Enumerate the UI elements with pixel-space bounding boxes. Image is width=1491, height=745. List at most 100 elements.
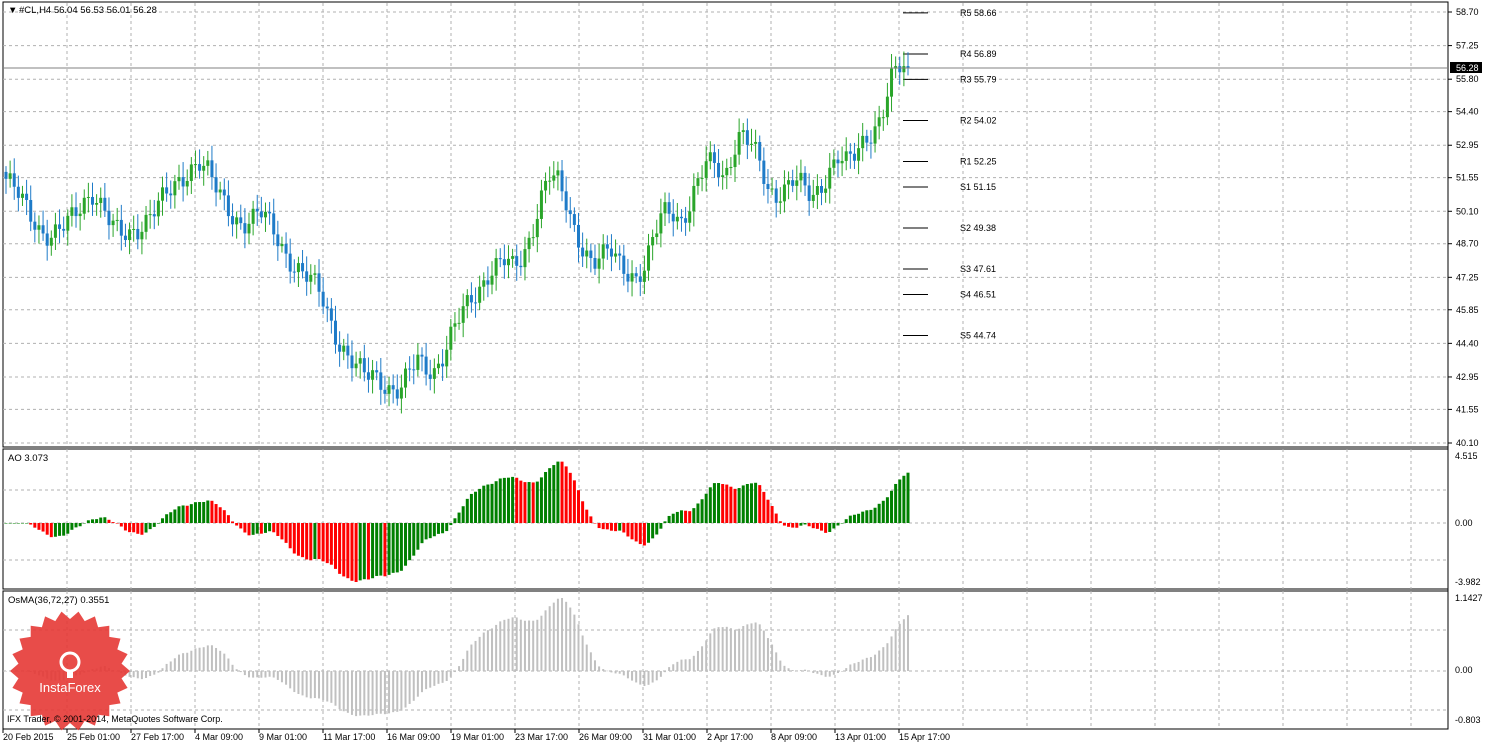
candle-body bbox=[404, 368, 408, 388]
candle-body bbox=[329, 308, 333, 321]
ao-bar bbox=[519, 480, 523, 523]
ao-bar bbox=[416, 523, 420, 550]
osma-bar bbox=[289, 671, 292, 689]
candle-body bbox=[387, 385, 391, 394]
candle-body bbox=[820, 186, 824, 193]
candle-body bbox=[642, 270, 646, 282]
candle-body bbox=[556, 170, 560, 176]
osma-bar bbox=[169, 661, 172, 671]
candle-body bbox=[605, 244, 609, 249]
osma-bar bbox=[874, 654, 877, 671]
ao-bar bbox=[189, 504, 193, 523]
candle-body bbox=[53, 224, 57, 238]
candle-body bbox=[416, 354, 420, 370]
time-tick-label: 16 Mar 09:00 bbox=[387, 732, 440, 742]
osma-bar bbox=[285, 671, 288, 685]
candle-body bbox=[103, 197, 107, 211]
candle-body bbox=[366, 372, 370, 380]
ao-bar bbox=[132, 523, 136, 533]
candle-body bbox=[173, 181, 177, 196]
osma-bar bbox=[350, 671, 353, 715]
osma-bar bbox=[593, 660, 596, 671]
candle-body bbox=[663, 202, 667, 214]
osma-axis-max: 1.1427 bbox=[1455, 593, 1483, 603]
price-tick-label: 54.40 bbox=[1456, 107, 1479, 117]
candle-body bbox=[313, 273, 317, 275]
candle-body bbox=[552, 175, 556, 181]
ao-bar bbox=[490, 483, 494, 523]
ao-bar bbox=[115, 523, 119, 524]
candle-body bbox=[280, 243, 284, 247]
candle-body bbox=[634, 273, 638, 277]
candle-body bbox=[111, 220, 115, 226]
ao-bar bbox=[902, 475, 906, 523]
candle-body bbox=[218, 189, 222, 193]
ao-bar bbox=[37, 523, 41, 530]
osma-title: OsMA(36,72,27) 0.3551 bbox=[8, 595, 109, 606]
ao-bar bbox=[741, 485, 745, 523]
candle-body bbox=[774, 188, 778, 203]
ao-bar bbox=[890, 490, 894, 523]
osma-bar bbox=[173, 658, 176, 671]
time-tick-label: 20 Feb 2015 bbox=[3, 732, 54, 742]
osma-bar bbox=[536, 619, 539, 671]
candle-body bbox=[408, 368, 412, 370]
osma-bar bbox=[828, 671, 831, 677]
ao-bar bbox=[836, 523, 840, 526]
price-tick-label: 41.55 bbox=[1456, 404, 1479, 414]
symbol-info: #CL,H4 56.04 56.53 56.01 56.28 bbox=[19, 5, 157, 16]
ao-bar bbox=[696, 503, 700, 523]
osma-panel[interactable] bbox=[2, 590, 1449, 730]
candle-body bbox=[675, 216, 679, 222]
candle-body bbox=[614, 253, 618, 257]
candle-body bbox=[881, 117, 885, 119]
osma-bar bbox=[692, 655, 695, 671]
ao-bar bbox=[787, 523, 791, 527]
osma-bar bbox=[857, 661, 860, 671]
candle-body bbox=[527, 237, 531, 250]
osma-bar bbox=[326, 671, 329, 702]
osma-bar bbox=[276, 671, 279, 680]
candle-body bbox=[412, 369, 416, 371]
price-tick-label: 58.70 bbox=[1456, 7, 1479, 17]
candle-body bbox=[840, 160, 844, 164]
candle-body bbox=[161, 187, 165, 201]
osma-bar bbox=[499, 621, 502, 671]
ao-bar bbox=[638, 523, 642, 545]
candle-body bbox=[869, 142, 873, 144]
osma-bar bbox=[651, 671, 654, 683]
candle-body bbox=[235, 217, 239, 225]
ao-bar bbox=[218, 507, 222, 523]
ao-bar bbox=[807, 523, 811, 527]
ao-bar bbox=[165, 514, 169, 523]
pivot-label: R1 52.25 bbox=[960, 156, 997, 166]
ao-bar bbox=[502, 477, 506, 523]
osma-bar bbox=[771, 644, 774, 671]
ao-bar bbox=[358, 523, 362, 581]
candle-body bbox=[523, 249, 527, 268]
ao-bar bbox=[675, 511, 679, 523]
candle-body bbox=[95, 203, 99, 205]
candle-body bbox=[325, 306, 329, 309]
osma-bar bbox=[734, 629, 737, 671]
ao-bar bbox=[371, 523, 375, 579]
current-price-label: 56.28 bbox=[1456, 63, 1479, 73]
candle-body bbox=[99, 197, 103, 204]
osma-bar bbox=[754, 622, 757, 671]
ao-bar bbox=[840, 523, 844, 524]
price-panel[interactable] bbox=[2, 1, 1449, 448]
candle-body bbox=[535, 218, 539, 238]
ao-bar bbox=[329, 523, 333, 565]
pivot-levels: R5 58.66 R4 56.89 R3 55.79 R2 54.02 R1 52.25… bbox=[903, 8, 997, 340]
menu-arrow-icon[interactable]: ▼ bbox=[8, 5, 17, 16]
candle-body bbox=[708, 152, 712, 162]
candle-body bbox=[832, 159, 836, 168]
time-tick-label: 11 Mar 17:00 bbox=[323, 732, 375, 742]
ao-bar bbox=[663, 521, 667, 523]
ao-bar bbox=[119, 523, 123, 527]
ao-bar bbox=[272, 523, 276, 533]
candle-body bbox=[721, 175, 725, 178]
ao-bar bbox=[560, 461, 564, 523]
candle-body bbox=[255, 208, 259, 212]
